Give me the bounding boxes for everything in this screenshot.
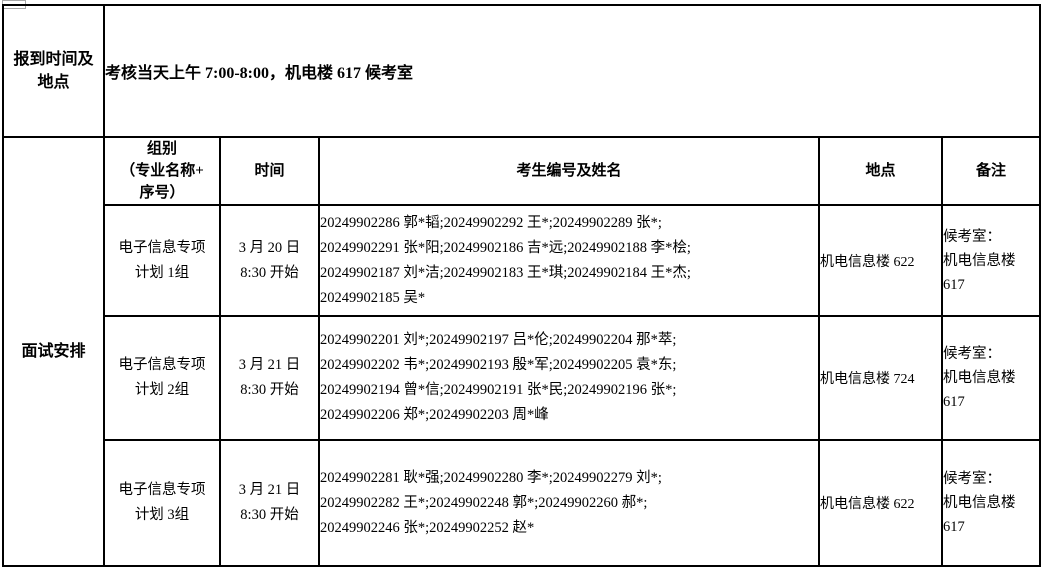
- schedule-row: 电子信息专项 计划 3组 3 月 21 日 8:30 开始 20249902281 …: [3, 439, 1041, 567]
- report-time-value-cell: 考核当天上午 7:00-8:00，机电楼 617 候考室: [103, 4, 1041, 138]
- time-cell: 3 月 21 日 8:30 开始: [219, 439, 320, 567]
- group-cell: 电子信息专项 计划 2组: [103, 315, 221, 441]
- header-note-cell: 备注: [941, 136, 1041, 206]
- header-location-cell: 地点: [818, 136, 943, 206]
- location-cell: 机电信息楼 724: [818, 315, 943, 441]
- schedule-row: 电子信息专项 计划 1组 3 月 20 日 8:30 开始 20249902286 …: [3, 204, 1041, 317]
- group-cell: 电子信息专项 计划 1组: [103, 204, 221, 317]
- time-cell: 3 月 20 日 8:30 开始: [219, 204, 320, 317]
- candidates-cell: 20249902281 耿*强;20249902280 李*;202499022…: [318, 439, 820, 567]
- header-candidates-cell: 考生编号及姓名: [318, 136, 820, 206]
- location-cell: 机电信息楼 622: [818, 204, 943, 317]
- candidates-cell: 20249902286 郭*韬;20249902292 王*;202499022…: [318, 204, 820, 317]
- group-cell: 电子信息专项 计划 3组: [103, 439, 221, 567]
- header-group-cell: 组别 （专业名称+ 序号）: [103, 136, 221, 206]
- interview-section-label-cell: 面试安排: [2, 136, 105, 567]
- candidates-cell: 20249902201 刘*;20249902197 吕*伦;202499022…: [318, 315, 820, 441]
- interview-schedule-table: 报到时间及 地点 考核当天上午 7:00-8:00，机电楼 617 候考室 面试安…: [2, 4, 1041, 567]
- report-time-label-cell: 报到时间及 地点: [2, 4, 105, 138]
- time-cell: 3 月 21 日 8:30 开始: [219, 315, 320, 441]
- schedule-row: 电子信息专项 计划 2组 3 月 21 日 8:30 开始 20249902201 …: [3, 315, 1041, 441]
- header-time-cell: 时间: [219, 136, 320, 206]
- schedule-header-row: 面试安排 组别 （专业名称+ 序号） 时间 考生编号及姓名 地点 备注: [2, 136, 1041, 567]
- note-cell: 候考室： 机电信息楼 617: [941, 439, 1041, 567]
- location-cell: 机电信息楼 622: [818, 439, 943, 567]
- note-cell: 候考室： 机电信息楼 617: [941, 204, 1041, 317]
- report-time-row: 报到时间及 地点 考核当天上午 7:00-8:00，机电楼 617 候考室: [2, 4, 1041, 138]
- note-cell: 候考室： 机电信息楼 617: [941, 315, 1041, 441]
